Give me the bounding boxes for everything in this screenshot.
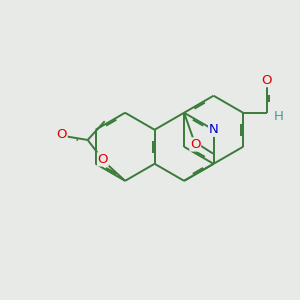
Text: O: O <box>190 138 200 151</box>
Text: O: O <box>56 128 67 141</box>
Text: O: O <box>262 74 272 87</box>
Text: O: O <box>98 153 108 166</box>
Text: H: H <box>274 110 284 123</box>
Text: N: N <box>209 123 218 136</box>
